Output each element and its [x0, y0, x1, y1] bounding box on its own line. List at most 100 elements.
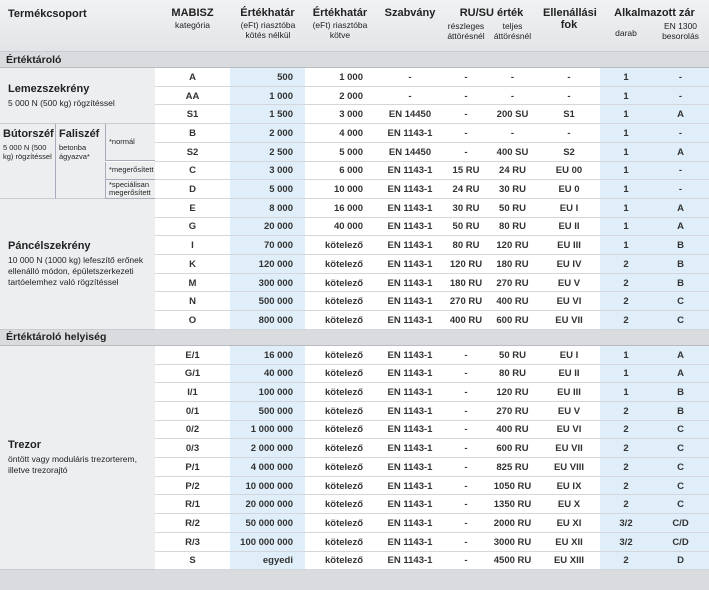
- row-line: [155, 475, 709, 477]
- row-line: [155, 569, 709, 571]
- column-bg: [600, 52, 709, 572]
- header-sub: (eFt) riasztóba kötés nélkül: [240, 20, 296, 40]
- row-line: [155, 438, 709, 440]
- cell: EN 1143-1: [387, 349, 433, 361]
- cell: 2 000 000: [250, 443, 293, 455]
- cell: C: [677, 314, 684, 326]
- cell: EU VIII: [553, 461, 585, 473]
- cell: 2: [623, 258, 629, 270]
- cell: EU III: [557, 387, 581, 399]
- cell: B: [677, 240, 684, 252]
- cell: 1 500: [269, 109, 293, 121]
- cell: EU 00: [555, 165, 583, 177]
- cell: -: [678, 165, 683, 177]
- cell: 4500 RU: [493, 555, 532, 567]
- cell: 120 000: [258, 258, 293, 270]
- cell: 70 000: [263, 240, 293, 252]
- cell: 0/1: [185, 405, 200, 417]
- cell: -: [464, 443, 468, 455]
- cell: 30 RU: [499, 184, 526, 196]
- row-line: [155, 363, 709, 365]
- cell: 500 000: [258, 405, 293, 417]
- header-title: Értékhatár: [240, 7, 295, 19]
- cell: 180 RU: [496, 258, 529, 270]
- cell: -: [567, 90, 571, 102]
- cell: 8 000: [269, 202, 293, 214]
- header-sub: teljes áttörésnél: [493, 21, 532, 41]
- cell: 2: [623, 443, 629, 455]
- cell: 270 RU: [496, 277, 529, 289]
- cell: EU III: [557, 240, 581, 252]
- cell: B: [189, 127, 196, 139]
- cell: 200 SU: [496, 109, 529, 121]
- group-label: Faliszéf betonba ágyazva*: [55, 124, 105, 199]
- cell: kötelező: [324, 499, 363, 511]
- cell: C: [189, 165, 196, 177]
- cell: 16 000: [263, 349, 293, 361]
- cell: G/1: [184, 368, 201, 380]
- cell: kötelező: [324, 296, 363, 308]
- cell: 1: [623, 202, 629, 214]
- cell: 1 000: [269, 90, 293, 102]
- cell: 800 000: [258, 314, 293, 326]
- group-desc: öntött vagy moduláris trezorterem, illet…: [8, 453, 137, 475]
- cell: 1: [623, 127, 629, 139]
- note: *speciálisan megerősített: [105, 180, 155, 199]
- cell: kötelező: [324, 424, 363, 436]
- group-label: Páncélszekrény 10 000 N (1000 kg) lefeszí…: [0, 198, 155, 330]
- cell: EU XII: [555, 536, 583, 548]
- header-sub: kategória: [175, 20, 210, 30]
- cell: 24 RU: [499, 165, 526, 177]
- row-line: [155, 328, 709, 330]
- cell: 24 RU: [452, 184, 480, 196]
- cell: -: [464, 368, 468, 380]
- cell: B: [677, 405, 684, 417]
- header-sub: darab: [615, 28, 637, 38]
- group-label: Lemezszekrény 5 000 N (500 kg) rögzítésse…: [0, 68, 155, 125]
- cell: EU VI: [556, 296, 582, 308]
- cell: EU VI: [556, 424, 582, 436]
- cell: kötelező: [324, 277, 363, 289]
- cell: 5 000: [339, 146, 363, 158]
- cell: 120 RU: [449, 258, 483, 270]
- cell: kötelező: [324, 555, 363, 567]
- cell: -: [408, 90, 412, 102]
- cell: AA: [185, 90, 200, 102]
- cell: 3/2: [619, 517, 633, 529]
- cell: EN 1143-1: [387, 424, 433, 436]
- cell: -: [464, 480, 468, 492]
- cell: -: [678, 90, 683, 102]
- row-line: [155, 513, 709, 515]
- cell: 3 000: [339, 109, 363, 121]
- cell: K: [189, 258, 196, 270]
- cell: 6 000: [339, 165, 363, 177]
- cell: EN 14450: [388, 146, 432, 158]
- cell: EN 1143-1: [387, 536, 433, 548]
- cell: 2: [623, 277, 629, 289]
- row-line: [155, 382, 709, 384]
- cell: EN 1143-1: [387, 277, 433, 289]
- cell: EN 1143-1: [387, 127, 433, 139]
- cell: I: [191, 240, 194, 252]
- cell: 2000 RU: [493, 517, 532, 529]
- cell: EU 0: [558, 184, 580, 196]
- cell: 2: [623, 296, 629, 308]
- cell: egyedi: [262, 555, 293, 567]
- cell: 2: [623, 555, 629, 567]
- cell: 120 RU: [496, 240, 529, 252]
- cell: 600 RU: [496, 314, 529, 326]
- row-line: [155, 419, 709, 421]
- cell: 15 RU: [452, 165, 480, 177]
- cell: -: [464, 405, 468, 417]
- cell: EU VII: [555, 314, 583, 326]
- cell: kötelező: [324, 536, 363, 548]
- cell: -: [678, 71, 683, 83]
- cell: C: [677, 480, 684, 492]
- cell: 1: [623, 240, 629, 252]
- group-name: Bútorszéf: [3, 128, 54, 141]
- group-name: Trezor: [8, 438, 42, 451]
- group-desc: 5 000 N (500 kg) rögzítéssel: [8, 97, 115, 108]
- row-line: [155, 272, 709, 274]
- cell: 2: [623, 314, 629, 326]
- cell: -: [464, 536, 468, 548]
